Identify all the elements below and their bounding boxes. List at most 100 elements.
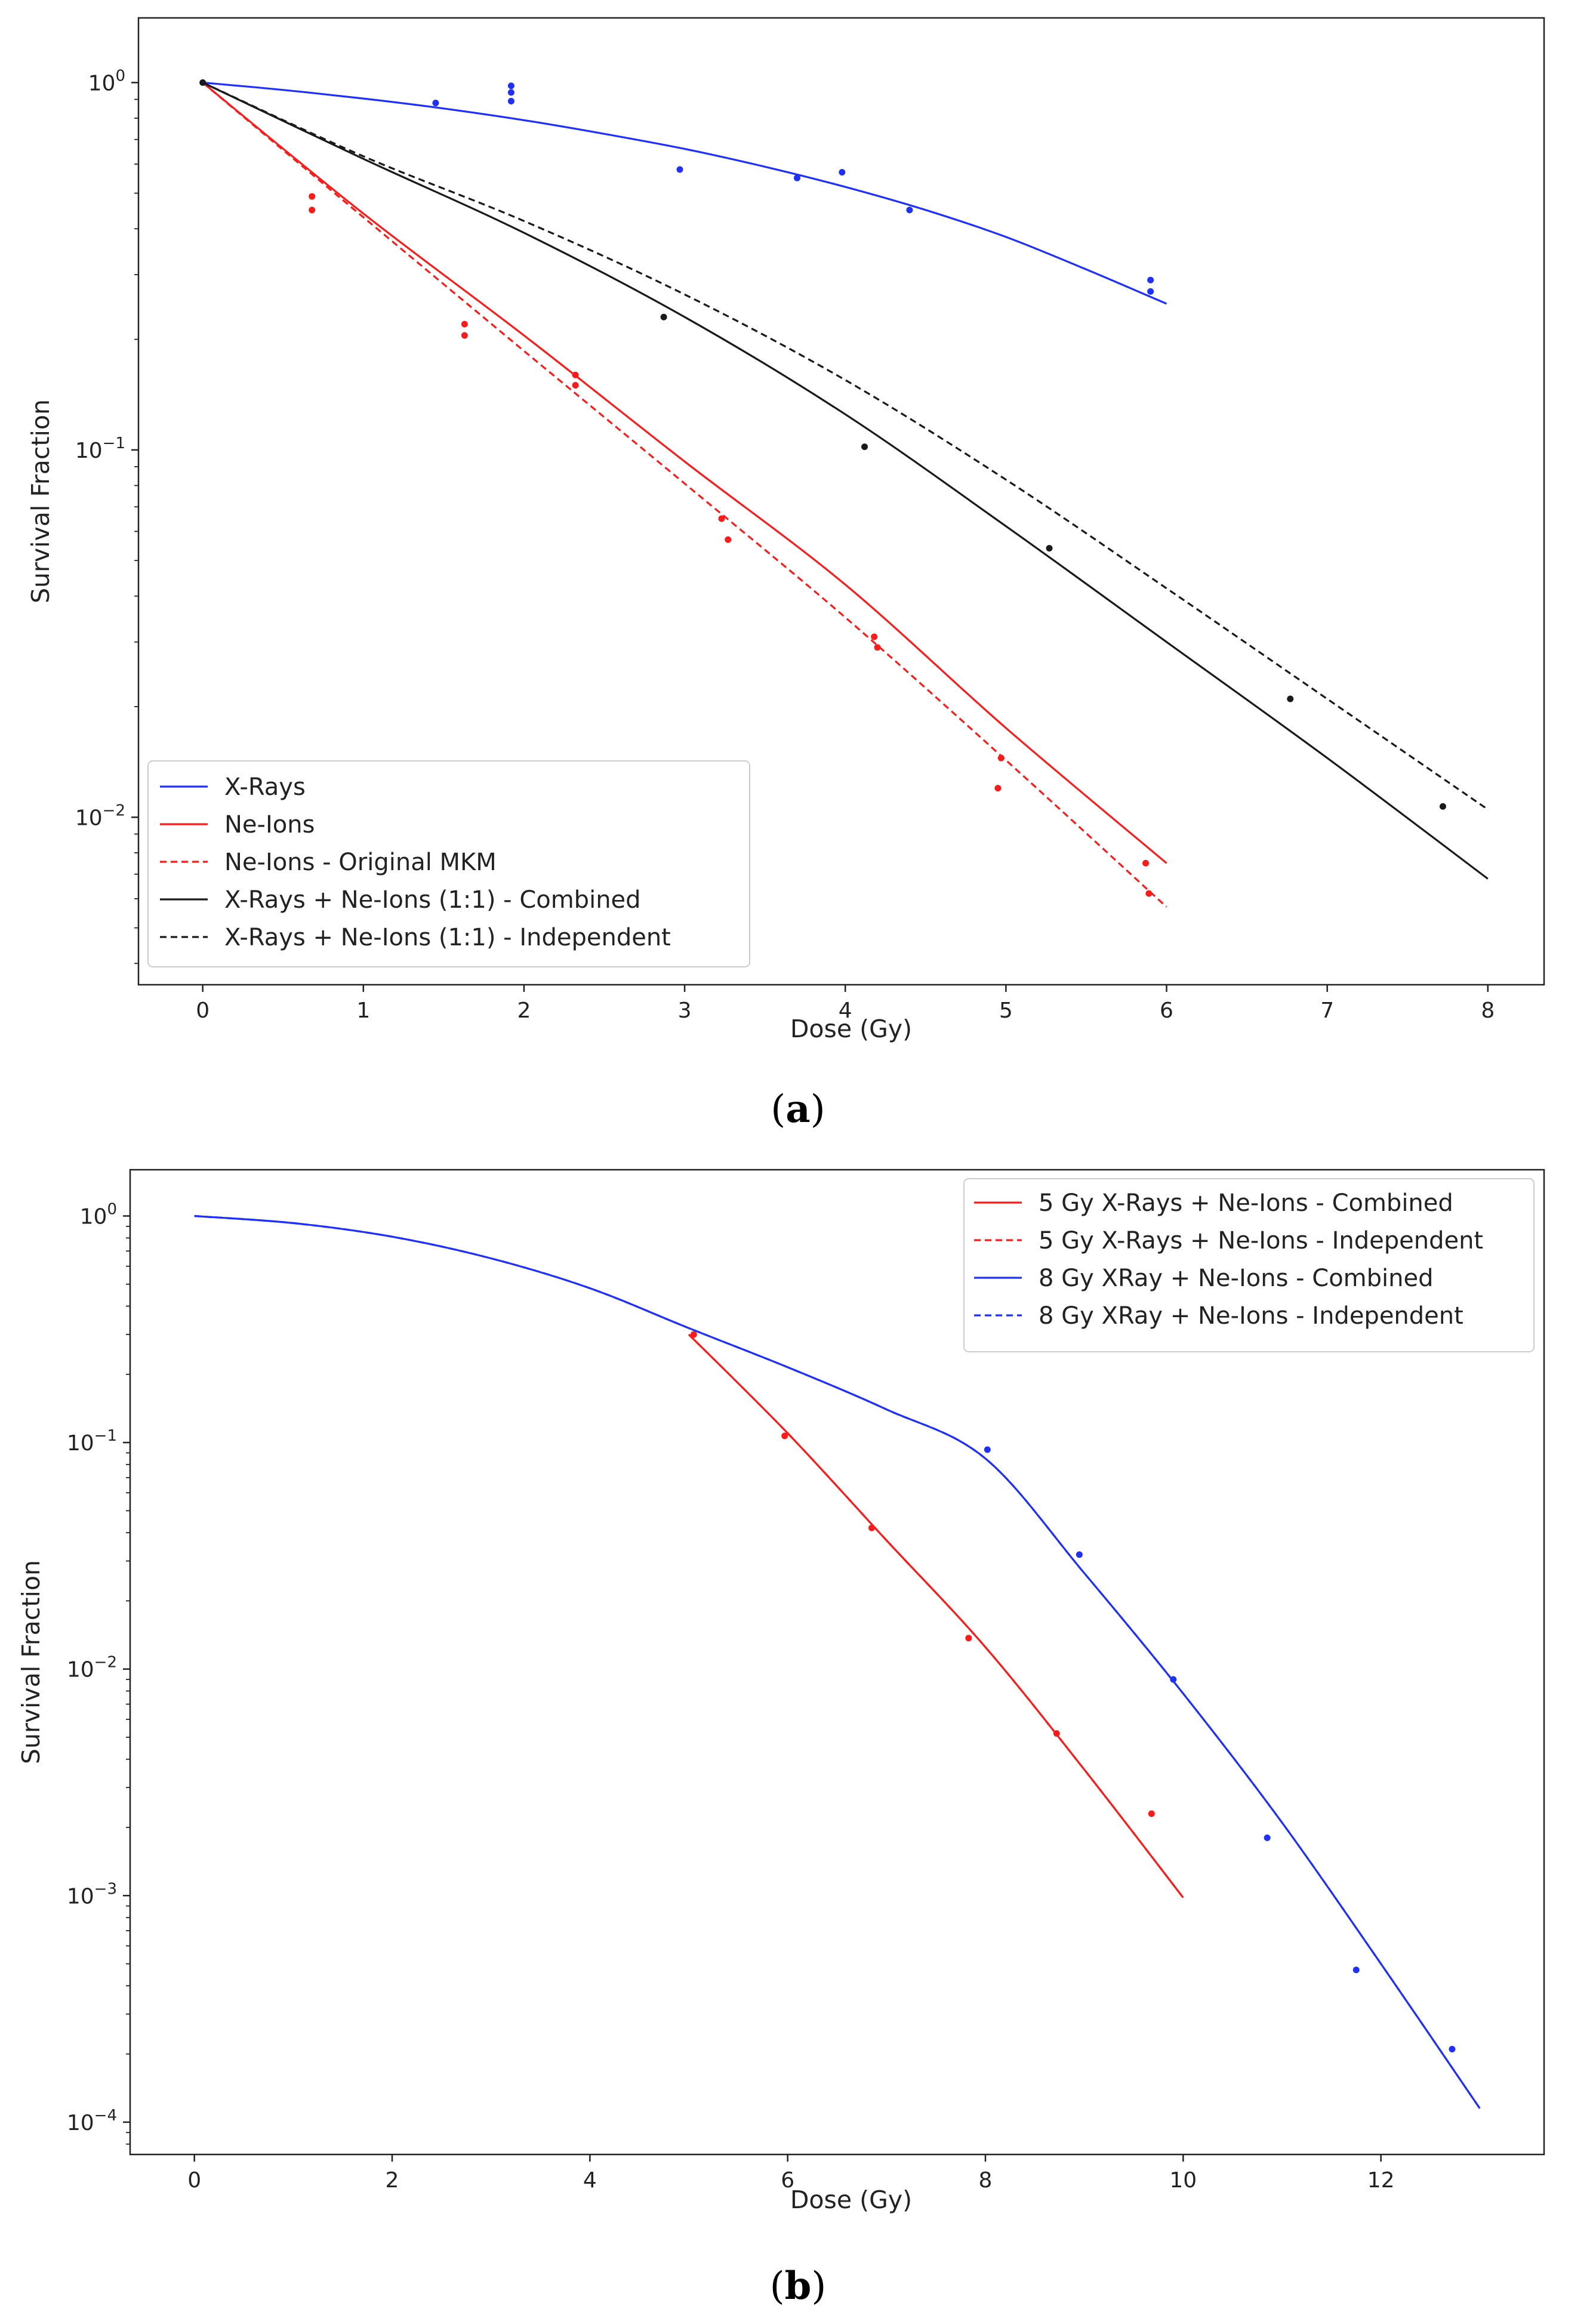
panel-a-legend-box: [147, 760, 750, 967]
panel-a-plot-frame: [137, 17, 1545, 986]
panel-b-y-tick-label: 10−2: [67, 1654, 117, 1682]
panel-a-legend-label: X-Rays + Ne-Ions (1:1) - Independent: [224, 924, 671, 951]
panel-a-legend-label: Ne-Ions - Original MKM: [224, 849, 497, 876]
panel-b-data-points: [690, 1331, 1456, 2053]
panel-b-x-tick-label: 6: [781, 2168, 794, 2193]
panel-a-x-tick-label: 1: [356, 998, 370, 1023]
panel-a-legend-label: X-Rays + Ne-Ions (1:1) - Combined: [224, 886, 641, 914]
panel-a-legend: X-Rays Ne-Ions Ne-Ions - Original MKM X-Ray…: [147, 760, 750, 967]
panel-b-caption: (b): [770, 2264, 827, 2308]
panel-a-x-tick-label: 7: [1320, 998, 1334, 1023]
panel-b-y-tick-label: 10−4: [67, 2107, 117, 2135]
panel-b-point-5-gy-data: [868, 1524, 875, 1531]
panel-a-x-axis-label: Dose (Gy): [790, 1015, 912, 1043]
panel-a-point-combined-data: [1287, 695, 1294, 702]
panel-a-series-x-rays: [202, 81, 1167, 305]
panel-b-series-8-gy-xray-ne-ions-independent: [194, 1215, 1481, 2109]
panel-b-x-tick-label: 12: [1367, 2168, 1395, 2193]
panel-b-legend-box: [963, 1178, 1535, 1352]
panel-b-legend-label: 5 Gy X-Rays + Ne-Ions - Independent: [1039, 1227, 1483, 1254]
panel-b-point-8-gy-data: [1264, 1834, 1271, 1841]
panel-a-y-ticks: 100 10−1 10−2: [75, 67, 138, 964]
panel-b-y-tick-label: 10−3: [67, 1880, 117, 1909]
panel-a-y-tick-label: 10−1: [75, 434, 125, 463]
panel-a-legend-label: Ne-Ions: [224, 811, 315, 839]
panel-a-point-x-rays-data: [507, 98, 514, 105]
panel-b-x-tick-label: 0: [187, 2168, 201, 2193]
panel-a-x-tick-label: 2: [517, 998, 531, 1023]
panel-a-point-combined-data: [1439, 803, 1446, 810]
panel-a-point-ne-ions-data: [1142, 859, 1150, 867]
panel-a-x-ticks: 0 1 2 3 4 5 6 7 8: [196, 985, 1495, 1023]
panel-b-point-8-gy-data: [1076, 1551, 1083, 1558]
panel-a-data-points: [199, 79, 1446, 897]
panel-b-y-tick-label: 100: [80, 1200, 117, 1229]
panel-a-point-ne-ions-data: [572, 381, 579, 389]
panel-b-legend-label: 8 Gy XRay + Ne-Ions - Combined: [1039, 1265, 1434, 1292]
panel-a-point-combined-data: [660, 313, 667, 320]
panel-a-x-tick-label: 5: [999, 998, 1013, 1023]
panel-b-caption-letter: b: [785, 2264, 812, 2308]
panel-a-point-ne-ions-data: [309, 193, 316, 200]
panel-a-point-x-rays-data: [507, 89, 514, 96]
svg-text:(a): (a): [771, 1087, 825, 1132]
panel-b-point-5-gy-data: [781, 1432, 788, 1439]
panel-b-point-8-gy-data: [1352, 1966, 1360, 1974]
panel-a-series-x-rays-ne-ions-1-1-independent: [202, 81, 1489, 810]
panel-a-point-x-rays-data: [1147, 288, 1154, 295]
panel-b-legend-label: 5 Gy X-Rays + Ne-Ions - Combined: [1039, 1189, 1453, 1217]
panel-a-x-tick-label: 8: [1481, 998, 1495, 1023]
panel-a-x-tick-label: 6: [1160, 998, 1173, 1023]
panel-a-chart: 0 1 2 3 4 5 6 7 8 100 10−1 10−2 Dose (Gy) Survival…: [26, 17, 1545, 1132]
panel-a-point-x-rays-data: [432, 100, 439, 107]
panel-b-x-tick-label: 4: [583, 2168, 597, 2193]
svg-text:(b): (b): [770, 2264, 827, 2308]
panel-a-point-ne-ions-data: [309, 206, 316, 214]
panel-b-series-5-gy-x-rays-ne-ions-independent: [688, 1333, 1184, 1898]
panel-b-y-tick-label: 10−1: [67, 1427, 117, 1456]
panel-a-point-ne-ions-data: [461, 332, 468, 339]
panel-b-x-tick-label: 8: [979, 2168, 993, 2193]
panel-a-series-ne-ions-original-mkm: [202, 82, 1167, 908]
panel-a-point-ne-ions-data: [572, 371, 579, 378]
panel-b-plot-frame: [129, 1169, 1545, 2156]
panel-a-series-ne-ions: [202, 82, 1167, 864]
panel-b-legend: 5 Gy X-Rays + Ne-Ions - Combined 5 Gy X-R…: [963, 1178, 1535, 1352]
panel-a-point-combined-data: [199, 79, 207, 86]
panel-a-point-ne-ions-data: [461, 320, 468, 328]
panel-a-point-x-rays-data: [1147, 276, 1154, 283]
panel-b-legend-label: 8 Gy XRay + Ne-Ions - Independent: [1039, 1302, 1463, 1330]
panel-b-point-5-gy-data: [965, 1635, 972, 1642]
panel-a-point-ne-ions-data: [718, 515, 725, 522]
panel-a-series-x-rays-ne-ions-1-1-combined: [202, 81, 1489, 880]
panel-b-series: [194, 1215, 1481, 2109]
panel-b-x-ticks: 0 2 4 6 8 10 12: [187, 2154, 1395, 2193]
panel-b-x-axis-label: Dose (Gy): [790, 2186, 912, 2214]
panel-a-x-tick-label: 4: [839, 998, 852, 1023]
panel-a-point-x-rays-data: [676, 166, 683, 173]
panel-b-point-5-gy-data: [1053, 1730, 1060, 1737]
panel-a-point-ne-ions-data: [871, 633, 878, 640]
panel-b-point-8-gy-data: [1170, 1676, 1177, 1683]
panel-b-point-8-gy-data: [1449, 2046, 1456, 2053]
panel-b-y-ticks: 100 10−1 10−2 10−3 10−4: [67, 1200, 130, 2145]
panel-a-caption-letter: a: [785, 1087, 810, 1132]
panel-a-series: [202, 81, 1489, 908]
panel-a-point-ne-ions-data: [725, 536, 732, 543]
panel-a-point-ne-ions-data: [994, 785, 1002, 792]
panel-b-y-axis-label: Survival Fraction: [17, 1560, 45, 1764]
panel-a-y-tick-label: 10−2: [75, 802, 125, 830]
panel-a-point-x-rays-data: [507, 82, 514, 90]
panel-a-point-combined-data: [1046, 545, 1053, 552]
panel-b-point-5-gy-data: [1148, 1810, 1155, 1817]
panel-a-legend-label: X-Rays: [224, 773, 306, 801]
panel-a-point-combined-data: [861, 443, 868, 451]
panel-a-x-tick-label: 3: [678, 998, 692, 1023]
panel-a-point-ne-ions-data: [874, 644, 881, 651]
panel-a-point-x-rays-data: [906, 206, 913, 214]
panel-b-point-8-gy-data: [984, 1446, 991, 1453]
panel-b-x-tick-label: 10: [1169, 2168, 1197, 2193]
